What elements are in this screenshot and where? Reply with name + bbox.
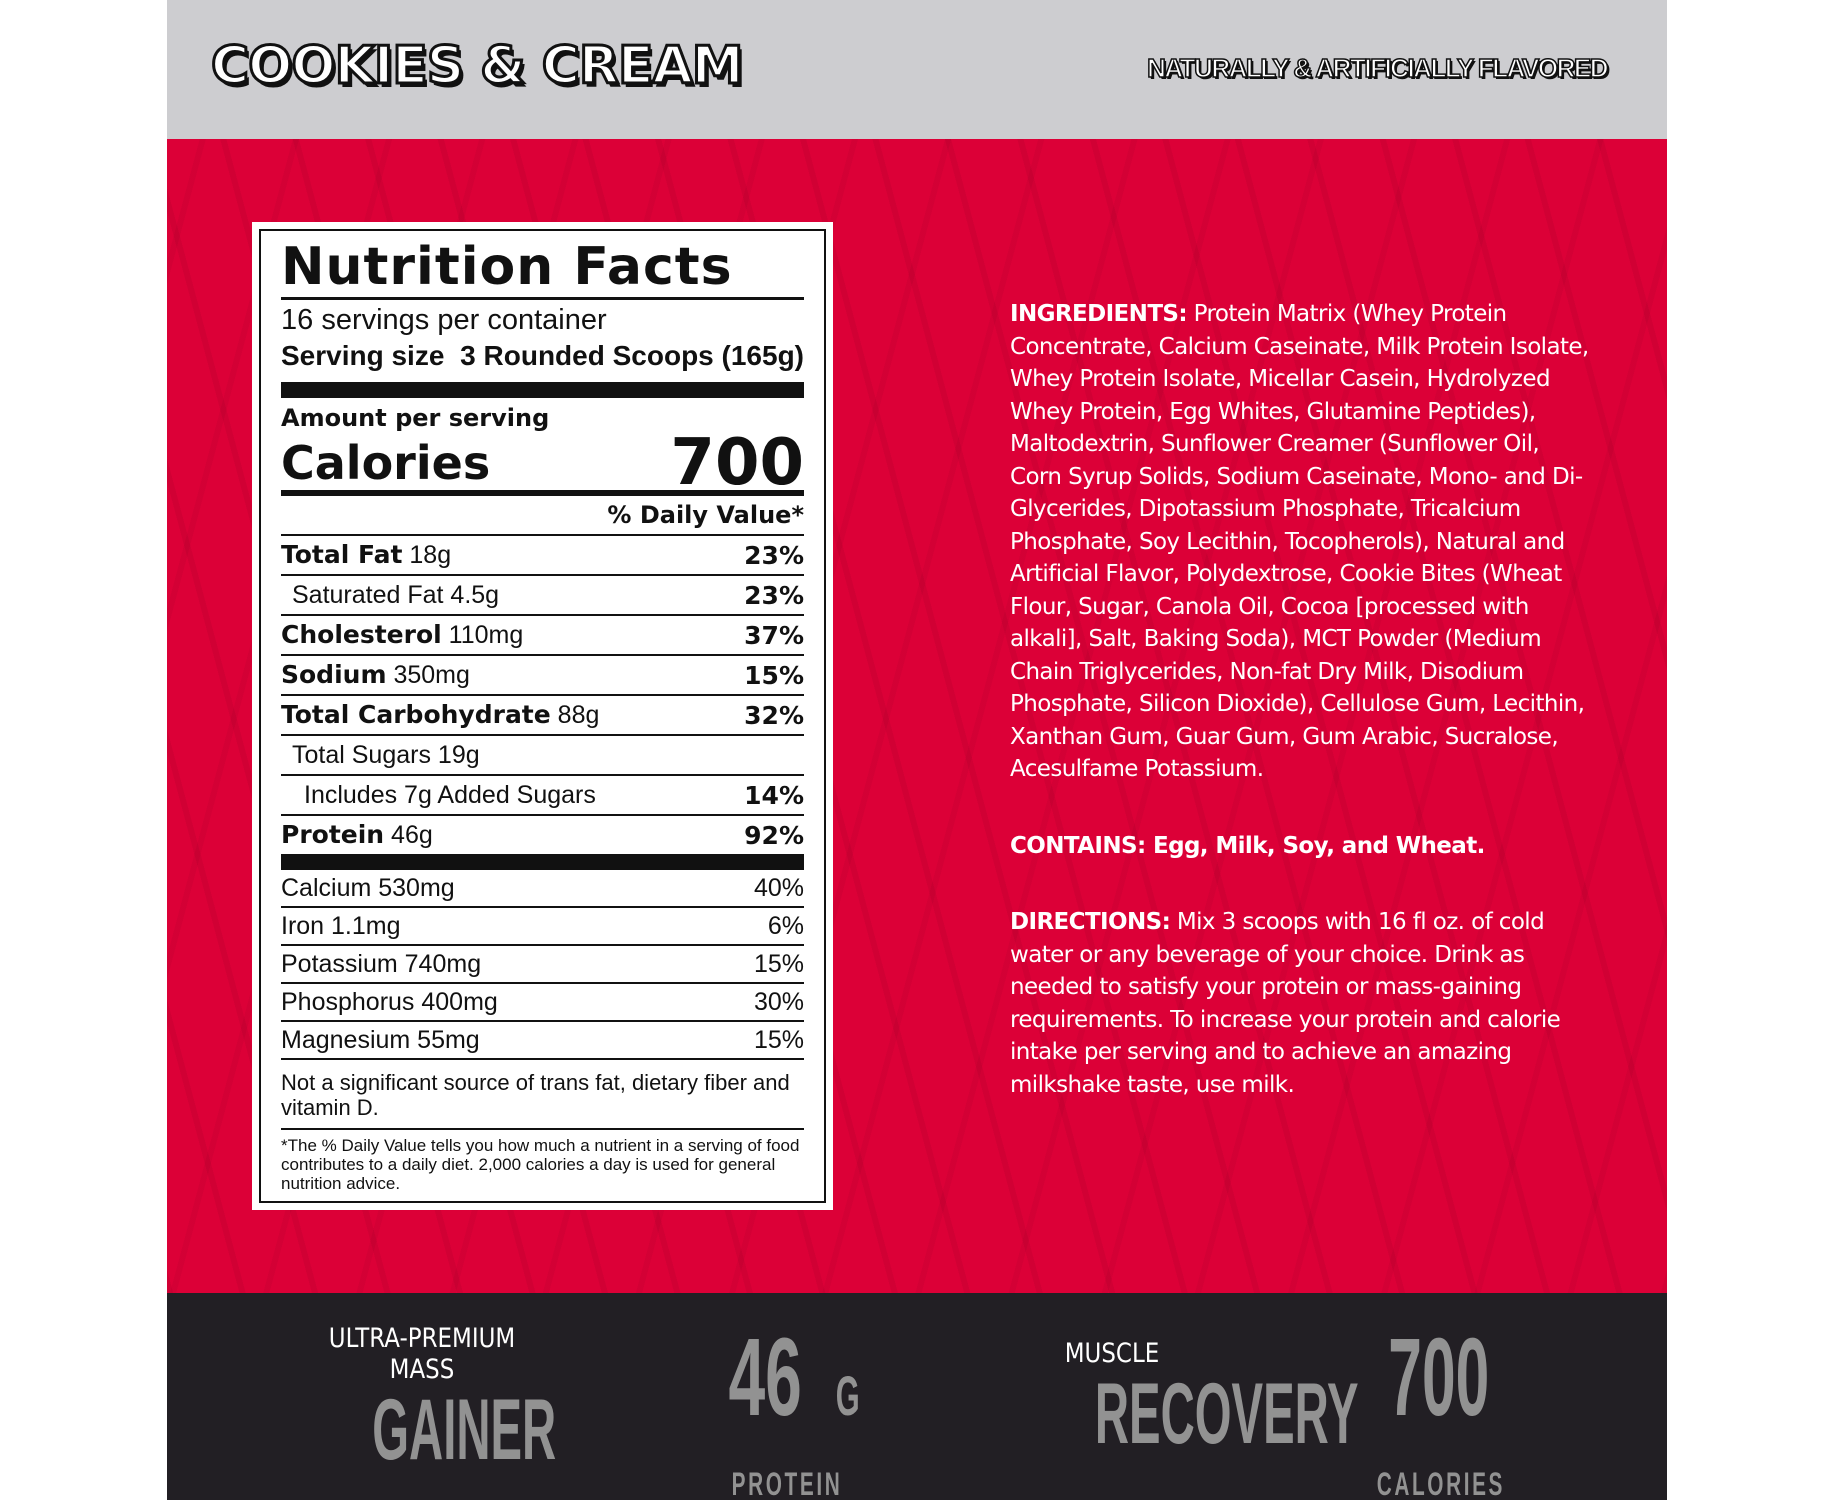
mineral-row: Phosphorus 400mg 30%	[281, 984, 804, 1022]
mineral-daily-value: 30%	[753, 987, 804, 1016]
nutrient-row: Sodium 350mg 15%	[281, 656, 804, 696]
nutrient-name: Includes 7g Added Sugars	[304, 780, 596, 809]
nutrient-amount: 46g	[384, 821, 433, 849]
nutrient-row: Includes 7g Added Sugars 14%	[281, 776, 804, 816]
contains-text: Egg, Milk, Soy, and Wheat.	[1145, 832, 1485, 859]
badge-calories: 700 CALORIES	[1347, 1323, 1517, 1502]
mineral-row: Magnesium 55mg 15%	[281, 1022, 804, 1058]
nutrient-name: Total Fat 18g	[281, 540, 451, 570]
nutrient-name: Cholesterol 110mg	[281, 620, 523, 650]
nutrient-label: Protein	[281, 820, 385, 849]
badge-protein: 46 G PROTEIN	[677, 1323, 897, 1502]
mineral-daily-value: 15%	[753, 1025, 804, 1054]
info-section: Nutrition Facts 16 servings per containe…	[167, 139, 1667, 1293]
badge-line: ULTRA-PREMIUM	[328, 1323, 516, 1354]
divider	[281, 382, 804, 398]
contains: CONTAINS: Egg, Milk, Soy, and Wheat.	[1010, 830, 1590, 863]
badge-line: MASS	[389, 1354, 455, 1385]
mineral-daily-value: 40%	[753, 873, 804, 902]
badge-big: RECOVERY	[1094, 1366, 1359, 1462]
badge-unit: G	[836, 1364, 861, 1427]
nutrient-row: Cholesterol 110mg 37%	[281, 616, 804, 656]
nutrient-daily-value: 32%	[744, 700, 804, 730]
nutrient-daily-value: 23%	[744, 580, 804, 610]
product-text: INGREDIENTS: Protein Matrix (Whey Protei…	[1010, 298, 1590, 1145]
nutrient-amount: 350mg	[386, 661, 470, 689]
daily-value-footnote: *The % Daily Value tells you how much a …	[281, 1136, 800, 1193]
nutrition-facts-label: Nutrition Facts 16 servings per containe…	[252, 222, 833, 1210]
mineral-name: Phosphorus 400mg	[281, 987, 498, 1016]
flavor-header: COOKIES & CREAM NATURALLY & ARTIFICIALLY…	[167, 0, 1667, 139]
nutrient-row: Total Fat 18g 23%	[281, 536, 804, 576]
amount-per-serving: Amount per serving	[281, 404, 550, 432]
mineral-row: Iron 1.1mg 6%	[281, 908, 804, 946]
nutrient-label: Sodium	[281, 660, 387, 689]
serving-size-value: 3 Rounded Scoops (165g)	[460, 340, 804, 371]
mineral-row: Calcium 530mg 40%	[281, 870, 804, 908]
badge-big: 700	[1388, 1316, 1490, 1439]
nutrient-name: Total Sugars 19g	[292, 740, 480, 769]
calories-row: Calories 700	[281, 426, 804, 500]
nutrient-daily-value: 14%	[744, 780, 804, 810]
nutrient-name: Total Carbohydrate 88g	[281, 700, 599, 730]
nutrient-row: Total Carbohydrate 88g 32%	[281, 696, 804, 736]
mineral-name: Calcium 530mg	[281, 873, 455, 902]
nutrient-row: Protein 46g 92%	[281, 816, 804, 854]
servings-per-container: 16 servings per container	[281, 304, 607, 336]
daily-value-header: % Daily Value*	[281, 496, 804, 536]
nutrient-label: Cholesterol	[281, 620, 442, 649]
nutrient-label: Total Carbohydrate	[281, 700, 551, 729]
product-panel: COOKIES & CREAM NATURALLY & ARTIFICIALLY…	[167, 0, 1667, 1502]
nutrient-name: Saturated Fat 4.5g	[292, 580, 500, 609]
badge-gainer: ULTRA-PREMIUM MASS GAINER	[297, 1323, 556, 1500]
badge-big: GAINER	[372, 1382, 557, 1478]
directions-text: Mix 3 scoops with 16 fl oz. of cold wate…	[1010, 909, 1561, 1098]
contains-label: CONTAINS:	[1010, 832, 1146, 859]
nutrient-daily-value: 92%	[744, 820, 804, 850]
ingredients-text: Protein Matrix (Whey Protein Concentrate…	[1010, 301, 1589, 782]
directions-label: DIRECTIONS:	[1010, 909, 1171, 935]
calories-label: Calories	[281, 436, 491, 490]
badge-sub: PROTEIN	[731, 1466, 843, 1502]
ingredients-label: INGREDIENTS:	[1010, 301, 1188, 327]
mineral-daily-value: 6%	[767, 911, 804, 940]
nutrient-label: Total Fat	[281, 540, 403, 569]
nutrient-name: Sodium 350mg	[281, 660, 470, 690]
mineral-name: Iron 1.1mg	[281, 911, 401, 940]
badge-line: MUSCLE	[1064, 1338, 1160, 1369]
flavor-note: NATURALLY & ARTIFICIALLY FLAVORED	[1146, 52, 1609, 84]
nutrient-name: Protein 46g	[281, 820, 433, 850]
nutrition-title: Nutrition Facts	[281, 237, 733, 297]
nutrient-amount: 110mg	[441, 621, 524, 649]
ingredients: INGREDIENTS: Protein Matrix (Whey Protei…	[1010, 298, 1590, 786]
directions: DIRECTIONS: Mix 3 scoops with 16 fl oz. …	[1010, 906, 1590, 1101]
mineral-name: Magnesium 55mg	[281, 1025, 480, 1054]
badge-sub: CALORIES	[1376, 1466, 1506, 1502]
nutrient-amount: 18g	[402, 541, 452, 569]
badge-recovery: MUSCLE RECOVERY	[987, 1338, 1359, 1484]
nutrient-row: Total Sugars 19g	[281, 736, 804, 776]
mineral-daily-value: 15%	[753, 949, 804, 978]
nutrient-daily-value: 23%	[744, 540, 804, 570]
nutrient-row: Saturated Fat 4.5g 23%	[281, 576, 804, 616]
badge-big: 46	[728, 1316, 802, 1439]
nutrient-daily-value: 15%	[744, 660, 804, 690]
feature-badges: ULTRA-PREMIUM MASS GAINER 46 G PROTEIN MU…	[167, 1293, 1667, 1502]
mineral-name: Potassium 740mg	[281, 949, 482, 978]
divider	[281, 854, 804, 870]
nutrient-daily-value: 37%	[744, 620, 804, 650]
calories-value: 700	[670, 426, 804, 500]
serving-size-label: Serving size	[281, 340, 445, 371]
mineral-row: Potassium 740mg 15%	[281, 946, 804, 984]
nutrient-amount: 88g	[550, 701, 600, 729]
nutrition-note: Not a significant source of trans fat, d…	[281, 1058, 804, 1130]
flavor-title: COOKIES & CREAM	[209, 35, 744, 98]
serving-size: Serving size 3 Rounded Scoops (165g)	[281, 338, 804, 374]
